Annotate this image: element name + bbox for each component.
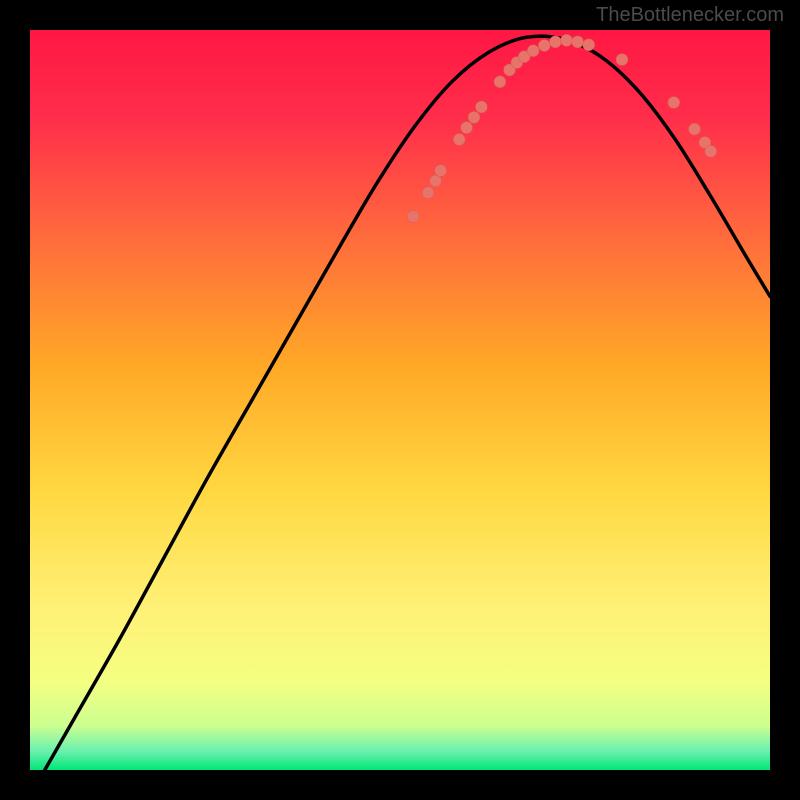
data-markers (407, 34, 716, 222)
data-marker (435, 165, 447, 177)
data-marker (538, 40, 550, 52)
data-marker (689, 123, 701, 135)
data-marker (616, 54, 628, 66)
data-marker (705, 145, 717, 157)
data-marker (422, 187, 434, 199)
data-marker (583, 39, 595, 51)
data-marker (668, 97, 680, 109)
data-marker (561, 34, 573, 46)
data-marker (407, 210, 419, 222)
data-marker (461, 122, 473, 134)
data-marker (475, 101, 487, 113)
data-marker (549, 36, 561, 48)
plot-area (30, 30, 770, 770)
data-marker (453, 134, 465, 146)
data-marker (527, 45, 539, 57)
data-marker (494, 76, 506, 88)
data-marker (468, 111, 480, 123)
watermark-text: TheBottlenecker.com (596, 4, 784, 27)
curve-layer (30, 30, 770, 770)
data-marker (572, 36, 584, 48)
bottleneck-curve (45, 36, 770, 770)
